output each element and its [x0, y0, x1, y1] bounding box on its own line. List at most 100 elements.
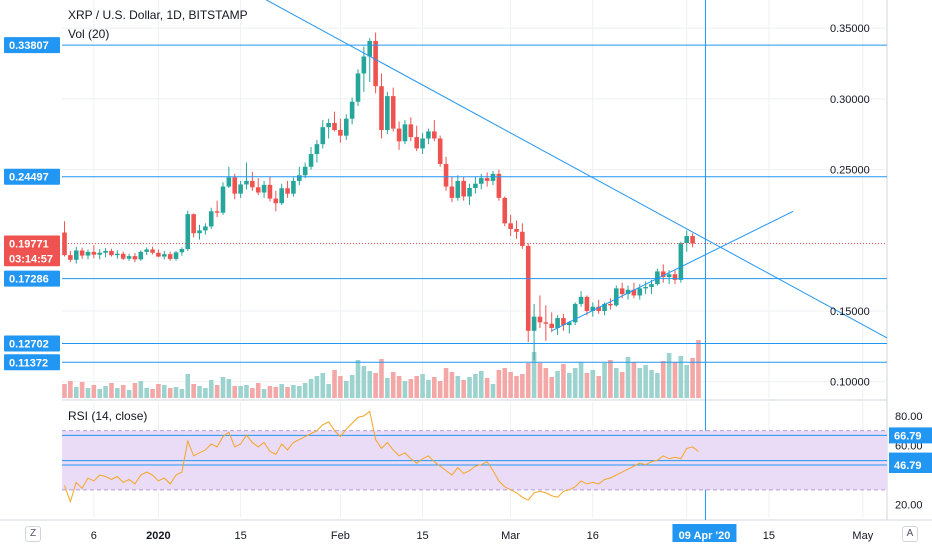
candle-body	[338, 130, 343, 136]
price-tick-label: 0.10000	[830, 377, 870, 389]
candle-body	[138, 251, 144, 260]
cursor-date-badge	[672, 524, 737, 542]
volume-bar	[250, 388, 255, 398]
zoom-toggle-button[interactable]: Z	[25, 526, 41, 542]
volume-bar	[584, 373, 590, 398]
candle-body	[185, 214, 191, 250]
volume-bar	[660, 361, 666, 398]
candle-body	[279, 188, 284, 204]
volume-bar	[608, 360, 613, 398]
volume-bar	[79, 382, 85, 398]
candle-body	[379, 86, 384, 131]
price-label-text: 0.19771	[9, 239, 49, 251]
volume-bar	[302, 383, 308, 398]
candle-body	[484, 178, 490, 181]
candle-body	[572, 303, 578, 323]
candle-body	[608, 303, 613, 306]
volume-bar	[455, 376, 461, 398]
volume-bar	[672, 362, 678, 398]
trendline-descending	[265, 0, 887, 339]
candle-body	[220, 186, 226, 213]
candle-body	[255, 187, 261, 193]
volume-bar	[120, 385, 126, 398]
candle-body	[85, 251, 91, 256]
candle-body	[285, 188, 290, 194]
candle-body	[625, 289, 631, 295]
candle-body	[226, 177, 232, 187]
candle-body	[490, 173, 496, 181]
candle-body	[520, 231, 525, 246]
volume-bar	[367, 371, 373, 398]
volume-bar	[613, 368, 619, 398]
candle-body	[115, 253, 120, 256]
rsi-tick-label: 80.00	[895, 411, 923, 423]
candle-body	[343, 118, 349, 136]
volume-bar	[420, 374, 425, 398]
volume-bar	[332, 370, 337, 398]
volume-bar	[484, 378, 490, 398]
candle-body	[543, 322, 549, 324]
price-label-badge	[4, 235, 60, 252]
candle-body	[161, 254, 167, 257]
price-label-text: 0.33807	[9, 40, 49, 52]
volume-bar	[449, 372, 455, 398]
candle-body	[461, 180, 466, 197]
candle-body	[414, 137, 419, 149]
volume-bar	[226, 379, 232, 398]
volume-bar	[637, 368, 643, 398]
candle-body	[267, 184, 273, 199]
rsi-label: RSI (14, close)	[68, 409, 148, 423]
volume-bar	[690, 358, 695, 398]
volume-bar	[291, 385, 296, 398]
volume-bar	[525, 363, 531, 398]
volume-bar	[267, 386, 273, 398]
volume-bar	[62, 384, 67, 398]
volume-bar	[173, 387, 179, 398]
candle-body	[232, 177, 238, 194]
volume-bar	[208, 380, 214, 398]
candle-body	[73, 250, 79, 260]
volume-bar	[467, 377, 472, 398]
price-label-text: 0.17286	[9, 274, 49, 286]
volume-bar	[432, 377, 437, 398]
volume-bar	[531, 352, 537, 398]
volume-bar	[232, 386, 238, 398]
volume-bar	[643, 365, 648, 398]
volume-bar	[666, 353, 672, 398]
candle-body	[390, 96, 396, 129]
time-tick-label: 15	[763, 530, 775, 542]
candle-body	[120, 253, 126, 259]
time-tick-label: 2020	[146, 530, 170, 542]
volume-bar	[308, 379, 314, 398]
candle-body	[355, 73, 361, 102]
candle-body	[567, 322, 572, 326]
volume-bar	[396, 376, 402, 398]
candle-body	[496, 173, 502, 198]
candle-body	[144, 249, 149, 252]
candle-body	[373, 40, 378, 87]
time-tick-label: 15	[416, 530, 428, 542]
volume-bar	[156, 384, 161, 398]
candle-body	[402, 124, 408, 142]
candle-body	[126, 256, 132, 259]
rsi-level-text: 46.79	[894, 460, 922, 472]
volume-bar	[179, 389, 185, 398]
volume-bar	[132, 383, 138, 398]
candle-body	[167, 254, 173, 259]
volume-bar	[537, 363, 543, 398]
volume-bar	[373, 373, 378, 398]
price-label-badge	[4, 250, 60, 267]
volume-bar	[314, 376, 320, 398]
candle-body	[602, 303, 607, 311]
volume-bar	[514, 376, 519, 398]
candle-body	[320, 127, 326, 145]
candle-body	[631, 289, 637, 296]
price-tick-label: 0.15000	[830, 306, 870, 318]
auto-scale-button[interactable]: A	[902, 526, 918, 542]
volume-bar	[684, 365, 690, 398]
candle-body	[179, 249, 185, 253]
candle-body	[244, 180, 249, 185]
volume-bar	[443, 368, 449, 398]
volume-bar	[244, 385, 249, 398]
